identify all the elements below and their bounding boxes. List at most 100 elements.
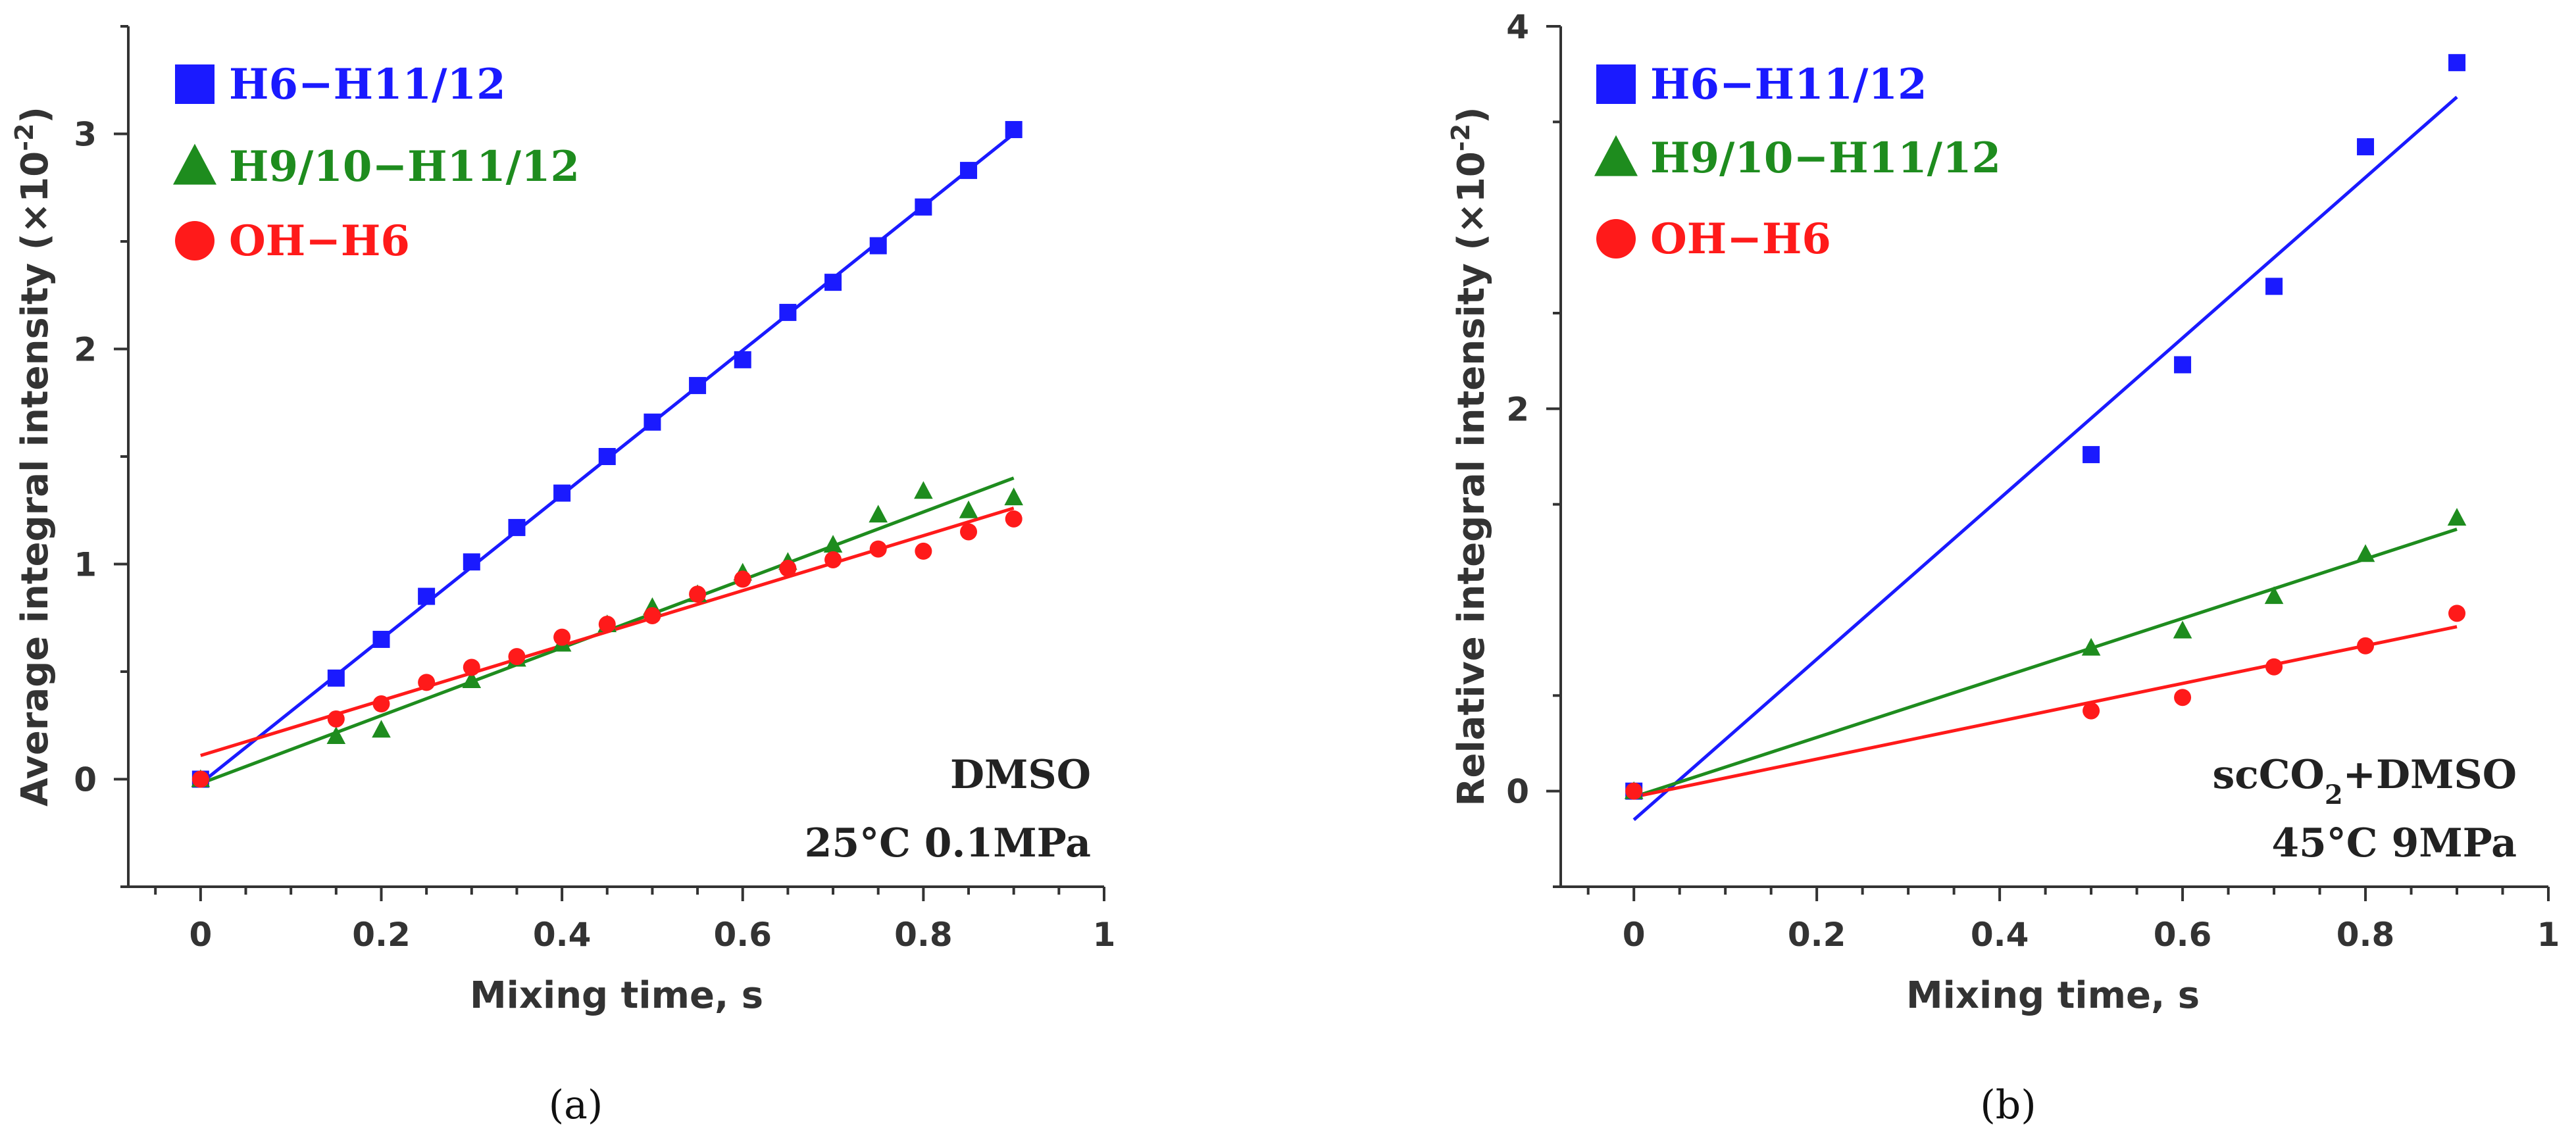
panel-b: 0 0.2 0.4 0.6 0.8 1 0 2 4 Mixing time, s Relative …	[1446, 8, 2560, 1128]
legend-marker	[1596, 219, 1636, 259]
x-tick-label: 0	[189, 916, 212, 954]
x-tick-label: 0.6	[2154, 916, 2212, 954]
data-point	[598, 616, 616, 633]
data-point	[191, 770, 209, 788]
data-point	[2357, 138, 2375, 156]
data-point	[2173, 620, 2192, 639]
data-point	[2174, 356, 2192, 374]
y-axis-title: Average integral intensity (×10-2)	[10, 107, 57, 806]
x-tick-label: 0.8	[2336, 916, 2395, 954]
data-point	[372, 720, 391, 738]
data-point	[2265, 658, 2283, 676]
x-axis-title: Mixing time, s	[1906, 974, 2200, 1017]
data-point	[2081, 637, 2101, 656]
data-point	[779, 303, 797, 321]
data-point	[418, 674, 436, 691]
y-tick-label: 0	[1506, 773, 1529, 811]
data-point	[915, 198, 932, 216]
condition-annotation: DMSO	[950, 752, 1091, 798]
data-point	[2448, 54, 2466, 72]
data-point	[1004, 487, 1023, 506]
y-tick-label: 3	[74, 116, 97, 154]
data-point	[327, 710, 345, 728]
data-point	[2265, 278, 2283, 295]
data-point	[1005, 510, 1023, 528]
y-tick-label: 2	[1506, 390, 1529, 428]
y-tick-label: 0	[74, 761, 97, 799]
data-point	[869, 505, 888, 523]
data-point	[553, 484, 571, 502]
legend-marker	[1594, 135, 1638, 176]
data-point	[553, 628, 571, 646]
data-point	[372, 630, 390, 648]
fit-line	[1632, 95, 2458, 822]
data-point	[327, 669, 345, 687]
x-tick-label: 0.8	[894, 916, 953, 954]
legend-label: H9/10−H11/12	[229, 142, 580, 191]
data-point	[915, 542, 932, 560]
data-point	[508, 518, 526, 536]
x-tick-label: 0.4	[533, 916, 592, 954]
data-point	[2447, 508, 2467, 526]
legend-marker	[175, 221, 215, 260]
data-point	[824, 274, 842, 291]
data-point	[644, 607, 661, 624]
data-point	[2356, 544, 2375, 562]
x-tick-label: 0.2	[352, 916, 411, 954]
legend-label: H9/10−H11/12	[1650, 134, 2001, 183]
data-point	[689, 585, 707, 603]
data-point	[463, 658, 480, 676]
condition-annotation: 45°C 9MPa	[2271, 820, 2517, 866]
data-point	[914, 481, 933, 499]
panel-label: (b)	[1980, 1082, 2036, 1128]
condition-annotation: 25°C 0.1MPa	[805, 820, 1091, 866]
fit-line	[1633, 625, 2458, 799]
x-tick-label: 0.6	[713, 916, 772, 954]
condition-annotation: scCO2+DMSO	[2212, 752, 2517, 810]
data-point	[598, 448, 616, 465]
data-point	[2083, 446, 2100, 464]
data-point	[462, 670, 482, 689]
data-point	[824, 551, 842, 568]
x-tick-label: 0.2	[1788, 916, 1846, 954]
data-point	[734, 351, 751, 368]
x-tick-label: 1	[1093, 916, 1116, 954]
data-point	[326, 726, 346, 745]
data-point	[372, 695, 390, 713]
legend-marker	[175, 64, 215, 104]
y-tick-label: 4	[1506, 8, 1529, 46]
data-point	[644, 413, 661, 431]
x-tick-label: 1	[2537, 916, 2560, 954]
x-tick-label: 0.4	[1971, 916, 2029, 954]
legend-label: H6−H11/12	[1650, 60, 1927, 109]
panel-label: (a)	[549, 1082, 603, 1128]
data-point	[418, 587, 436, 605]
legend-label: H6−H11/12	[229, 60, 506, 109]
data-point	[2264, 586, 2284, 605]
data-point	[2174, 689, 2192, 706]
data-point	[734, 570, 751, 588]
legend-marker	[1596, 64, 1636, 104]
data-point	[960, 162, 978, 180]
data-point	[689, 377, 707, 395]
data-point	[960, 523, 978, 541]
data-point	[959, 500, 978, 518]
y-tick-label: 2	[74, 331, 97, 369]
data-point	[869, 540, 887, 558]
x-axis-title: Mixing time, s	[470, 974, 763, 1017]
data-point	[508, 648, 526, 666]
data-point	[2083, 702, 2100, 720]
panel-a: 0 0.2 0.4 0.6 0.8 1 0 1 2 3 Mixing time, s Average …	[10, 25, 1116, 1128]
legend-marker	[173, 143, 216, 185]
data-point	[823, 535, 843, 553]
legend-label: OH−H6	[229, 216, 410, 266]
data-point	[2357, 637, 2375, 655]
legend-label: OH−H6	[1650, 214, 1831, 264]
fit-line	[1633, 528, 2458, 799]
x-tick-label: 0	[1623, 916, 1646, 954]
data-point	[2448, 605, 2466, 622]
data-point	[869, 237, 887, 255]
data-point	[463, 553, 480, 571]
y-axis-title: Relative integral intensity (×10-2)	[1446, 107, 1493, 806]
